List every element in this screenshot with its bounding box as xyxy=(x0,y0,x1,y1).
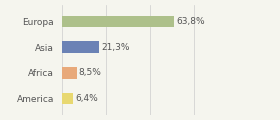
Text: 21,3%: 21,3% xyxy=(101,43,130,52)
Text: 8,5%: 8,5% xyxy=(79,68,102,77)
Bar xyxy=(62,41,99,53)
Text: 6,4%: 6,4% xyxy=(75,94,98,103)
Bar xyxy=(62,16,174,27)
Bar xyxy=(62,93,73,104)
Bar xyxy=(62,67,77,79)
Text: 63,8%: 63,8% xyxy=(176,17,205,26)
